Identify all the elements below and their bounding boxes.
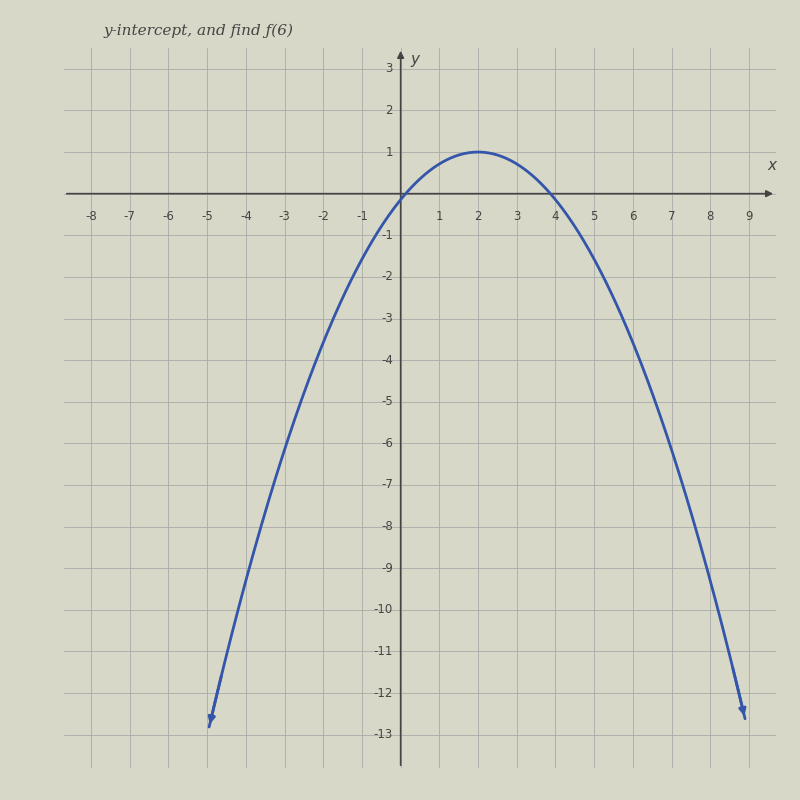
- Text: -4: -4: [240, 210, 252, 223]
- Text: -6: -6: [162, 210, 174, 223]
- Text: -10: -10: [374, 603, 393, 616]
- Text: -12: -12: [374, 686, 393, 699]
- Text: -6: -6: [381, 437, 393, 450]
- Text: -5: -5: [202, 210, 213, 223]
- Text: 1: 1: [435, 210, 443, 223]
- Text: -7: -7: [124, 210, 136, 223]
- Text: 7: 7: [668, 210, 675, 223]
- Text: -3: -3: [278, 210, 290, 223]
- Text: x: x: [768, 158, 777, 173]
- Text: -8: -8: [381, 520, 393, 533]
- Text: 8: 8: [706, 210, 714, 223]
- Text: 9: 9: [745, 210, 753, 223]
- Text: -1: -1: [356, 210, 368, 223]
- Text: -2: -2: [318, 210, 329, 223]
- Text: 1: 1: [386, 146, 393, 158]
- Text: -1: -1: [381, 229, 393, 242]
- Text: -2: -2: [381, 270, 393, 283]
- Text: -11: -11: [374, 645, 393, 658]
- Text: 6: 6: [629, 210, 637, 223]
- Text: -9: -9: [381, 562, 393, 574]
- Text: 4: 4: [552, 210, 559, 223]
- Text: -13: -13: [374, 728, 393, 742]
- Text: -4: -4: [381, 354, 393, 366]
- Text: -8: -8: [86, 210, 97, 223]
- Text: -7: -7: [381, 478, 393, 491]
- Text: y: y: [410, 52, 419, 67]
- Text: -5: -5: [381, 395, 393, 408]
- Text: 3: 3: [386, 62, 393, 75]
- Text: 5: 5: [590, 210, 598, 223]
- Text: -3: -3: [381, 312, 393, 325]
- Text: 3: 3: [513, 210, 521, 223]
- Text: 2: 2: [386, 104, 393, 117]
- Text: 2: 2: [474, 210, 482, 223]
- Text: y-intercept, and find ƒ(6): y-intercept, and find ƒ(6): [104, 24, 294, 38]
